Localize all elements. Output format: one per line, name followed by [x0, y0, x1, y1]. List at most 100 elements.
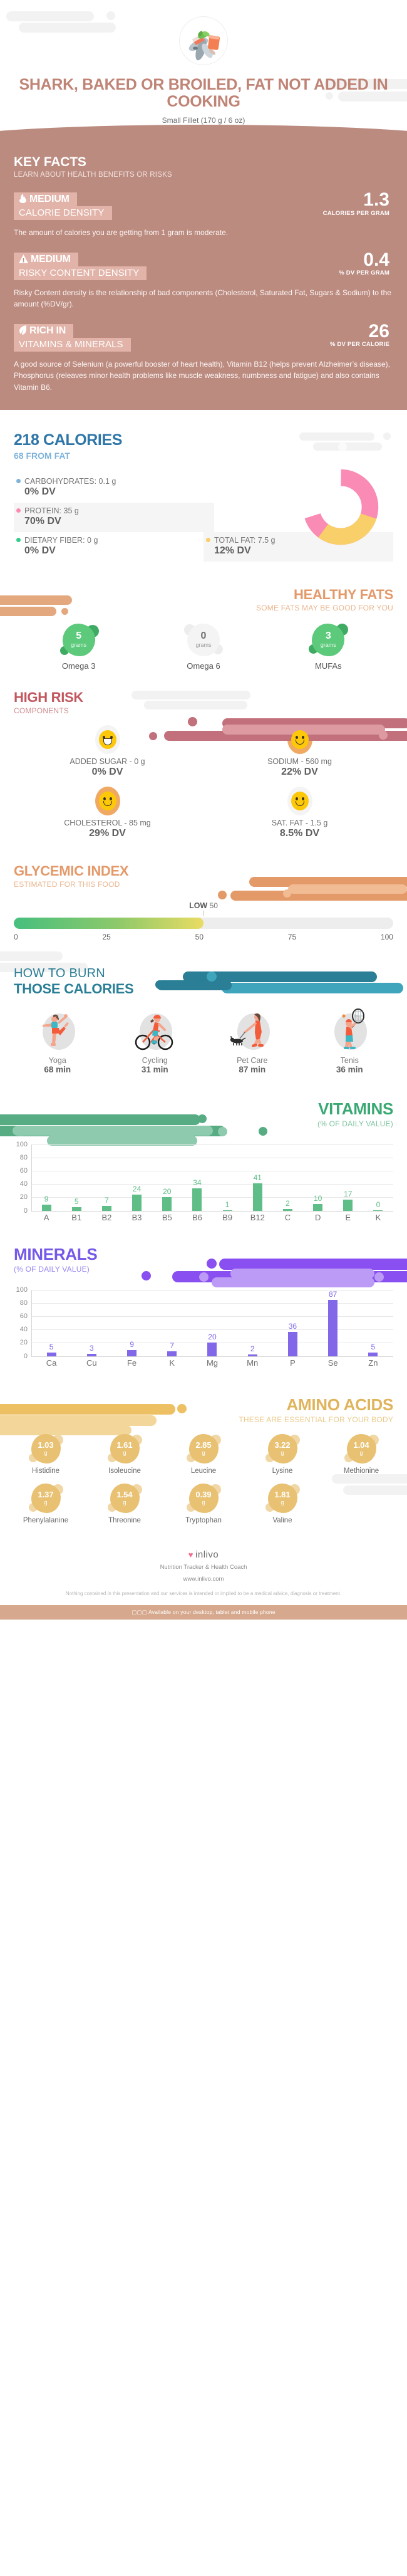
risk-name: CHOLESTEROL - 85 mg	[64, 818, 151, 827]
y-tick-label: 80	[19, 1153, 28, 1161]
fact-description: A good source of Selenium (a powerful bo…	[14, 359, 391, 392]
fact-risky-content-density: MEDIUM RISKY CONTENT DENSITY 0.4 % DV PE…	[14, 249, 393, 310]
amino-value: 2.85	[195, 1440, 212, 1450]
bar	[86, 1354, 96, 1356]
axis-tick: 100	[380, 932, 393, 941]
healthy-fats-list: 5 grams Omega 3 0 grams Omega 6 3 grams	[0, 623, 407, 671]
footer: ♥ inlivo Nutrition Tracker & Health Coach…	[0, 1474, 407, 1630]
bar-column: 20	[152, 1144, 182, 1211]
exercise-list: Yoga 68 min	[0, 1008, 407, 1074]
y-tick-label: 0	[23, 1352, 28, 1360]
fact-value: 1.3	[363, 189, 389, 210]
bar-value-label: 2	[286, 1199, 290, 1208]
section-subtitle: COMPONENTS	[14, 706, 70, 715]
fat-value: 3	[325, 631, 331, 642]
legend-dot	[16, 478, 21, 483]
gridlines	[31, 1144, 393, 1212]
bar	[252, 1183, 262, 1211]
bar-column: 7	[152, 1290, 192, 1356]
gridline	[31, 1289, 393, 1291]
bar-value-label: 0	[376, 1200, 381, 1209]
macro-dv: 0% DV	[24, 545, 56, 556]
macro-dv: 0% DV	[24, 486, 56, 497]
bar	[71, 1207, 81, 1211]
total-calories: 218 CALORIES	[14, 431, 123, 449]
macro-donut-chart	[302, 469, 379, 545]
gridline	[31, 1356, 393, 1357]
y-tick-label: 100	[16, 1140, 28, 1148]
amino-acid-item: 0.39 g Tryptophan	[164, 1483, 243, 1524]
risk-dv: 0% DV	[91, 766, 123, 777]
bar-column: 34	[182, 1144, 212, 1211]
decor-shape	[212, 1277, 374, 1287]
macro-carbohydrates: CARBOHYDRATES: 0.1 g 0% DV	[14, 473, 214, 503]
decor-shape	[230, 890, 407, 901]
bar	[162, 1197, 172, 1211]
x-tick-label: Mg	[206, 1358, 219, 1368]
gridline	[31, 1316, 393, 1317]
decor-dot	[283, 889, 291, 898]
x-tick-label: Se	[327, 1358, 338, 1368]
y-tick-label: 40	[19, 1180, 28, 1188]
gridline	[31, 1197, 393, 1198]
y-tick-label: 100	[16, 1285, 28, 1294]
healthy-fats-header: HEALTHY FATS SOME FATS MAY BE GOOD FOR Y…	[0, 587, 407, 612]
face-ring	[95, 786, 120, 815]
exercise-name: Pet Care	[237, 1055, 268, 1065]
bar	[192, 1188, 202, 1211]
bar	[373, 1210, 383, 1211]
footer-url[interactable]: www.inlivo.com	[183, 1575, 224, 1583]
fat-unit: grams	[320, 642, 336, 649]
amino-unit: g	[44, 1499, 48, 1506]
key-facts-title: KEY FACTS	[14, 155, 86, 169]
fact-value-block: 26 % DV PER CALORIE	[330, 322, 389, 348]
food-photo	[179, 16, 228, 65]
decor-dot	[374, 1272, 384, 1282]
footer-tagline: Nutrition Tracker & Health Coach	[160, 1563, 247, 1571]
amino-name: Lysine	[272, 1467, 293, 1475]
vitamins-section: VITAMINS (% OF DAILY VALUE) 0 20 40 60 80 100…	[0, 1099, 407, 1222]
bar-value-label: 17	[344, 1189, 353, 1198]
bar-value-label: 9	[130, 1340, 134, 1349]
value-blob: 1.81 g	[265, 1483, 300, 1513]
amino-unit: g	[202, 1450, 205, 1457]
calories-from-fat: 68 FROM FAT	[14, 450, 70, 461]
x-tick-label: B6	[192, 1212, 202, 1222]
gridline	[31, 1210, 393, 1212]
fact-value: 0.4	[363, 249, 389, 270]
bar-column: 3	[71, 1290, 111, 1356]
amino-unit: g	[202, 1499, 205, 1506]
risk-item-cholesterol: CHOLESTEROL - 85 mg 29% DV	[11, 786, 204, 839]
section-title: AMINO ACIDS	[286, 1395, 393, 1414]
amino-acid-item: 1.61 g Isoleucine	[85, 1433, 164, 1475]
macros-grid: CARBOHYDRATES: 0.1 g 0% DV PROTEIN: 35 g…	[14, 469, 393, 562]
y-tick-label: 80	[19, 1299, 28, 1307]
face-ring	[287, 725, 312, 754]
amino-unit: g	[281, 1499, 284, 1506]
macro-dietary-fiber: DIETARY FIBER: 0 g 0% DV	[14, 532, 204, 562]
fat-value: 5	[76, 631, 82, 642]
grin-face-icon	[98, 730, 116, 749]
y-axis-line	[31, 1144, 32, 1211]
amino-name: Tryptophan	[185, 1516, 222, 1524]
value-blob: 1.03 g	[28, 1433, 63, 1463]
fact-description: Risky Content density is the relationshi…	[14, 288, 391, 309]
exercise-minutes: 68 min	[44, 1064, 71, 1074]
fat-name: MUFAs	[315, 661, 342, 671]
bar	[207, 1343, 217, 1356]
x-tick-label: Cu	[86, 1358, 97, 1368]
y-tick-label: 60	[19, 1166, 28, 1175]
smile-face-icon	[98, 791, 116, 810]
glycemic-bar	[14, 917, 393, 929]
smile-face-icon	[291, 791, 309, 810]
serving-size: Small Fillet (170 g / 6 oz)	[162, 116, 245, 125]
amino-unit: g	[123, 1450, 126, 1457]
value-blob: 1.61 g	[107, 1433, 142, 1463]
bar-value-label: 5	[74, 1197, 79, 1207]
amino-value: 1.54	[116, 1490, 133, 1500]
page-title: SHARK, BAKED OR BROILED, FAT NOT ADDED I…	[19, 76, 388, 110]
amino-name: Threonine	[108, 1516, 141, 1524]
amino-acids-section: AMINO ACIDS THESE ARE ESSENTIAL FOR YOUR…	[0, 1395, 407, 1533]
plot-area: 0 20 40 60 80 100 9 5 7 24 20 34 1 41 2 10 17 0 A B1 B2 B3 B…	[14, 1140, 393, 1222]
bar-column: 9	[31, 1144, 61, 1211]
